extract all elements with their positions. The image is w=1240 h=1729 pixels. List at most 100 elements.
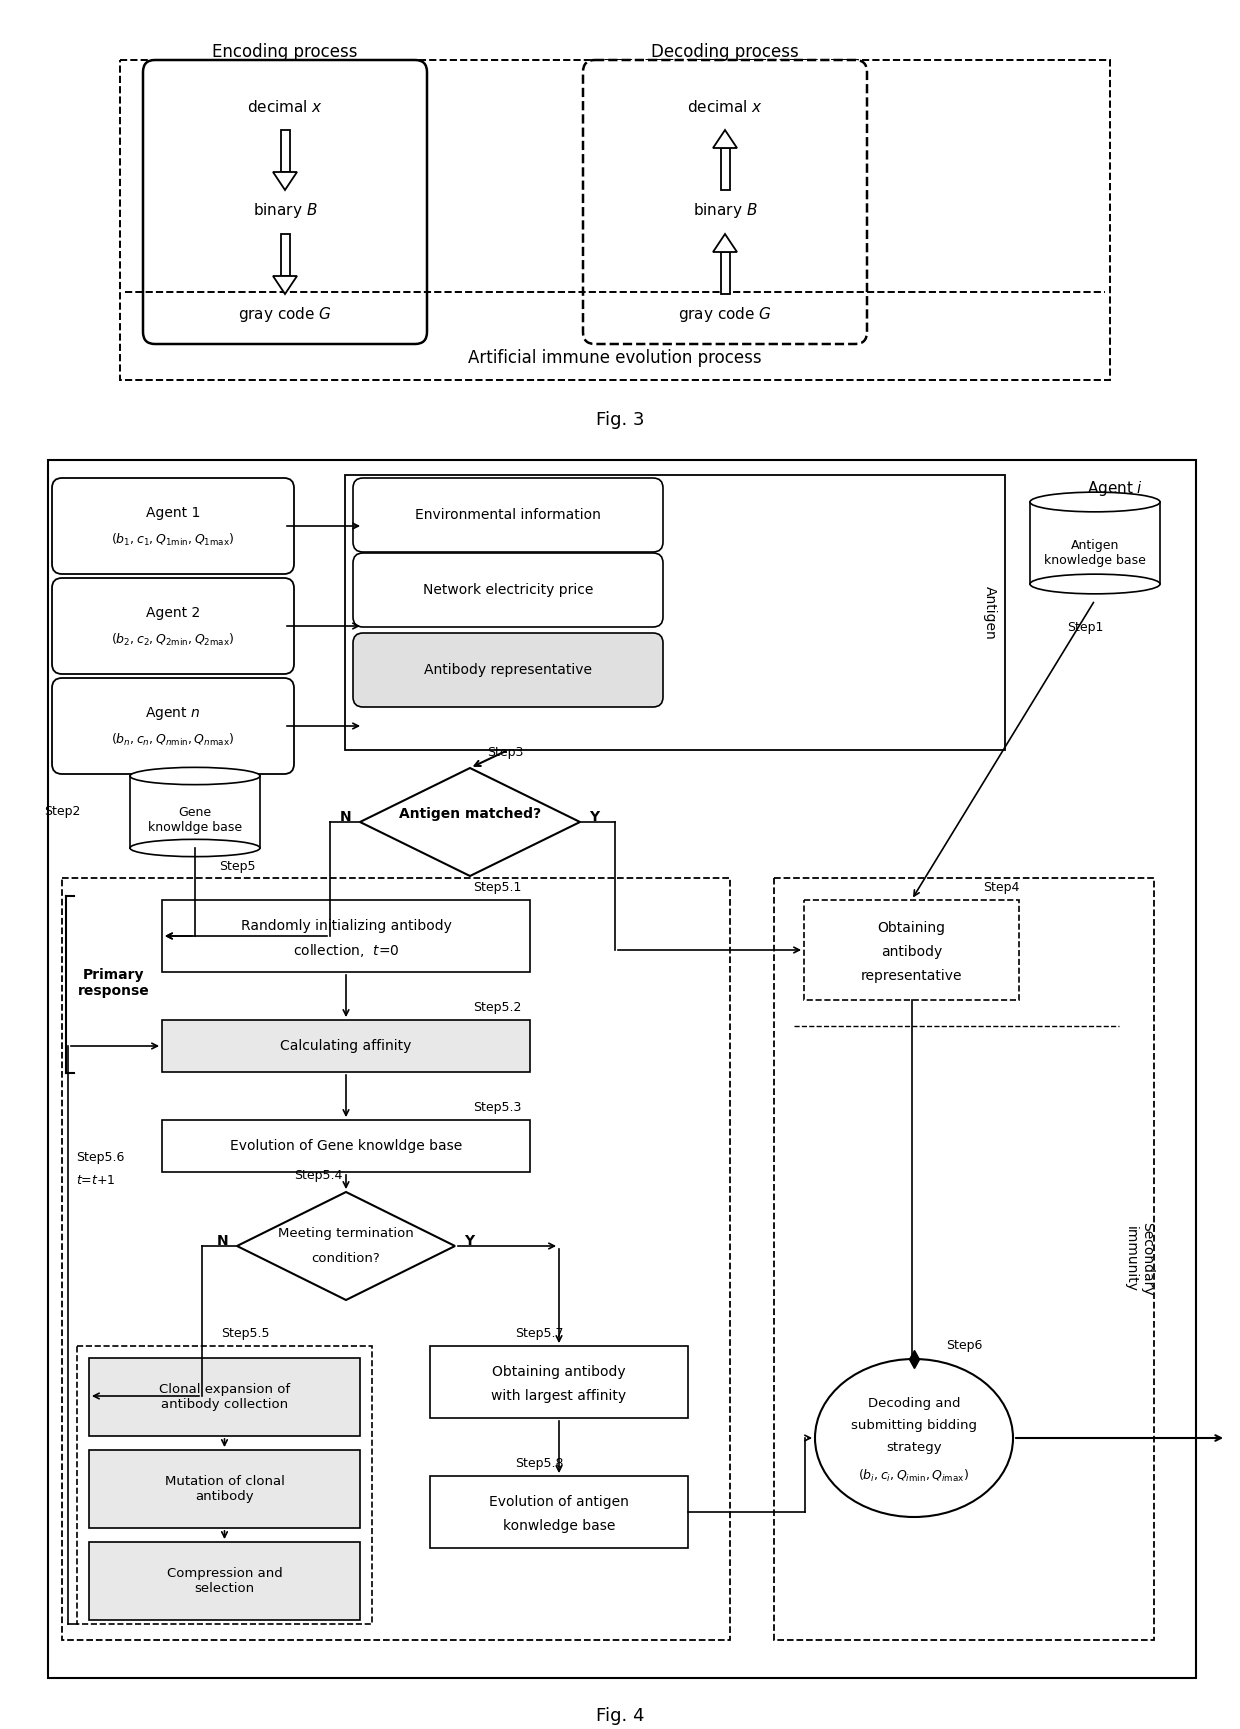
- FancyBboxPatch shape: [162, 1120, 529, 1172]
- Text: Antigen matched?: Antigen matched?: [399, 807, 541, 821]
- Text: Fig. 4: Fig. 4: [595, 1707, 645, 1726]
- Text: submitting bidding: submitting bidding: [851, 1418, 977, 1432]
- Text: Artificial immune evolution process: Artificial immune evolution process: [469, 349, 761, 367]
- FancyBboxPatch shape: [583, 61, 867, 344]
- Polygon shape: [1030, 501, 1159, 584]
- FancyBboxPatch shape: [162, 901, 529, 972]
- Text: condition?: condition?: [311, 1252, 381, 1264]
- Text: Compression and
selection: Compression and selection: [166, 1566, 283, 1594]
- FancyBboxPatch shape: [430, 1477, 688, 1547]
- Ellipse shape: [1030, 574, 1159, 593]
- FancyBboxPatch shape: [62, 878, 730, 1641]
- Text: Agent $n$: Agent $n$: [145, 704, 201, 721]
- Polygon shape: [713, 130, 737, 149]
- Polygon shape: [280, 233, 289, 277]
- Text: Randomly initializing antibody: Randomly initializing antibody: [241, 920, 451, 934]
- Text: $t$=$t$+1: $t$=$t$+1: [76, 1174, 115, 1188]
- FancyBboxPatch shape: [162, 1020, 529, 1072]
- Text: Step4: Step4: [982, 880, 1019, 894]
- Text: strategy: strategy: [887, 1442, 942, 1454]
- FancyBboxPatch shape: [345, 475, 1004, 750]
- Text: Encoding process: Encoding process: [212, 43, 358, 61]
- Text: with largest affinity: with largest affinity: [491, 1388, 626, 1402]
- Text: Fig. 3: Fig. 3: [595, 412, 645, 429]
- FancyBboxPatch shape: [353, 553, 663, 628]
- Text: $(b_i,c_i,Q_{i\min},Q_{i\max})$: $(b_i,c_i,Q_{i\min},Q_{i\max})$: [858, 1468, 970, 1483]
- Text: Gene
knowldge base: Gene knowldge base: [148, 806, 242, 833]
- Text: Environmental information: Environmental information: [415, 508, 601, 522]
- Text: Decoding and: Decoding and: [868, 1397, 960, 1409]
- Text: Y: Y: [464, 1235, 474, 1248]
- Polygon shape: [713, 233, 737, 252]
- Polygon shape: [273, 277, 298, 294]
- Text: Step6: Step6: [946, 1338, 982, 1352]
- Text: Meeting termination: Meeting termination: [278, 1228, 414, 1240]
- Text: Step1: Step1: [1066, 621, 1104, 635]
- Text: representative: representative: [861, 968, 962, 984]
- Ellipse shape: [815, 1359, 1013, 1516]
- Text: Step2: Step2: [43, 804, 81, 818]
- Text: binary $B$: binary $B$: [693, 201, 758, 220]
- Polygon shape: [720, 252, 729, 294]
- Text: decimal $x$: decimal $x$: [687, 99, 763, 116]
- Text: Step5.2: Step5.2: [474, 1001, 522, 1013]
- Text: Clonal expansion of
antibody collection: Clonal expansion of antibody collection: [159, 1383, 290, 1411]
- Text: konwledge base: konwledge base: [502, 1520, 615, 1534]
- FancyBboxPatch shape: [774, 878, 1154, 1641]
- FancyBboxPatch shape: [52, 577, 294, 674]
- Text: Antibody representative: Antibody representative: [424, 662, 591, 678]
- Text: Evolution of antigen: Evolution of antigen: [489, 1496, 629, 1509]
- Text: Y: Y: [589, 809, 599, 825]
- Ellipse shape: [130, 839, 260, 856]
- FancyBboxPatch shape: [353, 477, 663, 552]
- Text: Step5.5: Step5.5: [221, 1326, 269, 1340]
- FancyBboxPatch shape: [48, 460, 1197, 1679]
- FancyBboxPatch shape: [89, 1542, 360, 1620]
- Text: Decoding process: Decoding process: [651, 43, 799, 61]
- Text: Antigen
knowledge base: Antigen knowledge base: [1044, 539, 1146, 567]
- FancyBboxPatch shape: [52, 477, 294, 574]
- Text: Calculating affinity: Calculating affinity: [280, 1039, 412, 1053]
- FancyBboxPatch shape: [143, 61, 427, 344]
- Text: Evolution of Gene knowldge base: Evolution of Gene knowldge base: [229, 1139, 463, 1153]
- Text: Primary
response: Primary response: [78, 968, 150, 998]
- Polygon shape: [130, 776, 260, 847]
- Text: collection,  $t$=0: collection, $t$=0: [293, 942, 399, 958]
- Text: Step3: Step3: [487, 745, 523, 759]
- FancyBboxPatch shape: [89, 1357, 360, 1437]
- Text: decimal $x$: decimal $x$: [247, 99, 324, 116]
- Text: Antigen: Antigen: [983, 586, 997, 640]
- Text: Step5.1: Step5.1: [474, 880, 522, 894]
- Polygon shape: [237, 1191, 455, 1300]
- Ellipse shape: [1030, 493, 1159, 512]
- Text: Agent 2: Agent 2: [146, 605, 200, 621]
- Text: Step5.8: Step5.8: [515, 1456, 563, 1470]
- Text: $(b_n,c_n,Q_{n\min},Q_{n\max})$: $(b_n,c_n,Q_{n\min},Q_{n\max})$: [112, 731, 234, 749]
- Text: $(b_1,c_1,Q_{1\min},Q_{1\max})$: $(b_1,c_1,Q_{1\min},Q_{1\max})$: [112, 533, 234, 548]
- Text: N: N: [217, 1235, 229, 1248]
- FancyBboxPatch shape: [89, 1451, 360, 1528]
- Text: Agent 1: Agent 1: [146, 507, 200, 520]
- FancyBboxPatch shape: [52, 678, 294, 775]
- Text: $(b_2,c_2,Q_{2\min},Q_{2\max})$: $(b_2,c_2,Q_{2\min},Q_{2\max})$: [112, 633, 234, 648]
- Text: Step5.4: Step5.4: [294, 1169, 342, 1183]
- Text: Agent $i$: Agent $i$: [1087, 479, 1143, 498]
- FancyBboxPatch shape: [77, 1345, 372, 1624]
- Text: Network electricity price: Network electricity price: [423, 583, 593, 597]
- Text: binary $B$: binary $B$: [253, 201, 317, 220]
- FancyBboxPatch shape: [120, 61, 1110, 380]
- Text: Obtaining antibody: Obtaining antibody: [492, 1364, 626, 1380]
- Text: Step5: Step5: [218, 859, 255, 873]
- Polygon shape: [280, 130, 289, 171]
- Text: Step5.6: Step5.6: [76, 1152, 124, 1165]
- Text: Mutation of clonal
antibody: Mutation of clonal antibody: [165, 1475, 284, 1503]
- Text: Step5.7: Step5.7: [515, 1326, 563, 1340]
- Polygon shape: [360, 768, 580, 877]
- Text: gray code $G$: gray code $G$: [238, 304, 332, 323]
- FancyBboxPatch shape: [353, 633, 663, 707]
- Text: Step5.3: Step5.3: [474, 1100, 522, 1113]
- Text: antibody: antibody: [880, 946, 942, 960]
- Text: Secondary
immunity: Secondary immunity: [1123, 1222, 1154, 1295]
- Text: N: N: [340, 809, 352, 825]
- Polygon shape: [273, 171, 298, 190]
